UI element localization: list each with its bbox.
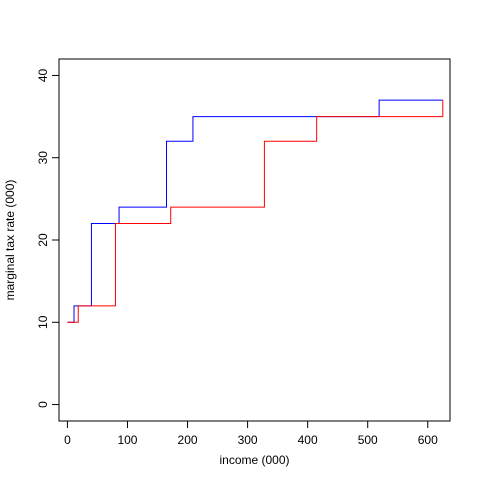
x-axis: 0 100 200 300 400 500 600 [64, 420, 438, 447]
plot-frame [58, 58, 451, 422]
y-axis: 0 10 20 30 40 [36, 68, 60, 408]
y-tick-label: 30 [36, 151, 50, 165]
series-line-2 [67, 100, 444, 323]
x-tick-label: 300 [238, 433, 258, 447]
x-axis-label: income (000) [219, 453, 289, 467]
y-tick-label: 0 [36, 401, 50, 408]
series-line-1 [67, 99, 443, 323]
y-tick-label: 10 [36, 315, 50, 329]
x-tick-label: 500 [358, 433, 378, 447]
x-tick-label: 400 [298, 433, 318, 447]
x-tick-label: 200 [178, 433, 198, 447]
y-tick-label: 20 [36, 233, 50, 247]
x-tick-label: 600 [418, 433, 438, 447]
series-layer [67, 99, 444, 323]
y-tick-label: 40 [36, 68, 50, 82]
y-axis-label: marginal tax rate (000) [3, 180, 17, 301]
x-tick-label: 0 [64, 433, 71, 447]
x-tick-label: 100 [117, 433, 137, 447]
